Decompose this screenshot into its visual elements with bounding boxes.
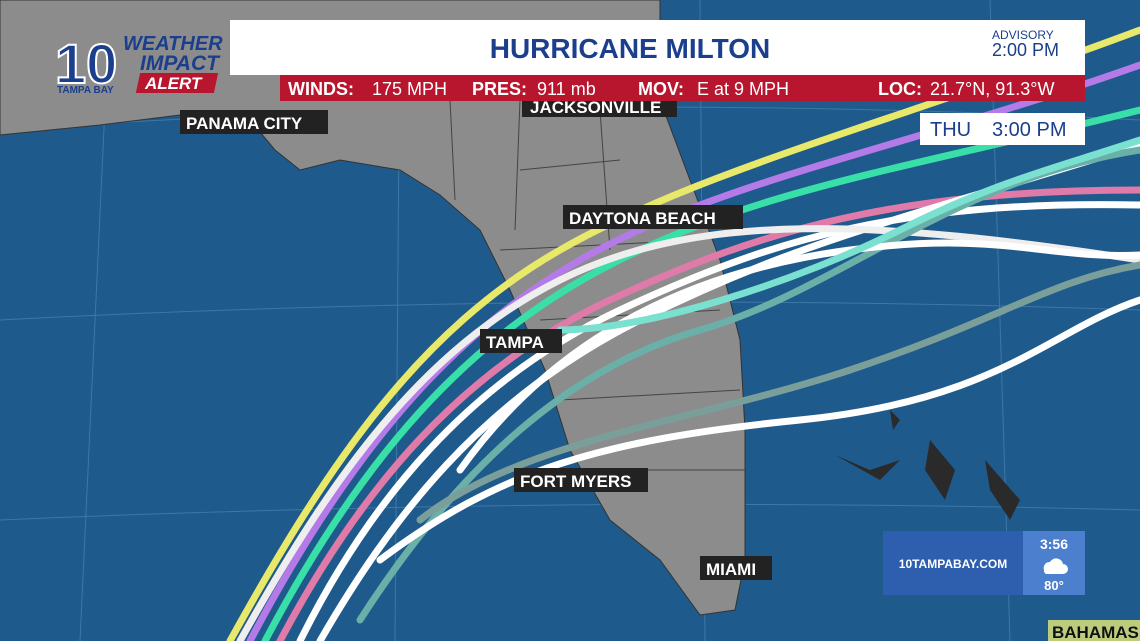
logo-text: WEATHER — [123, 33, 223, 55]
bug-site: 10TAMPABAY.COM — [899, 557, 1007, 571]
city-labels: PANAMA CITY JACKSONVILLE DAYTONA BEACH T… — [180, 97, 1140, 641]
city-label: TAMPA — [486, 333, 544, 352]
model-tracks — [226, 26, 1140, 641]
advisory-time: 2:00 PM — [992, 40, 1059, 60]
city-label: JACKSONVILLE — [530, 98, 661, 117]
city-label: PANAMA CITY — [186, 114, 303, 133]
stat-label: MOV: — [638, 79, 684, 99]
stat-label: WINDS: — [288, 79, 354, 99]
forecast-day: THU — [930, 119, 971, 141]
station-bug: 10TAMPABAY.COM 3:56 80° — [883, 531, 1085, 595]
forecast-time: THU 3:00 PM — [920, 113, 1085, 145]
header: HURRICANE MILTON ADVISORY 2:00 PM WINDS:… — [230, 20, 1085, 101]
weather-icon — [1043, 558, 1068, 574]
stat-value: 175 MPH — [372, 79, 447, 99]
forecast-clock: 3:00 PM — [992, 119, 1066, 141]
logo-number: 10 — [55, 32, 117, 95]
stat-value: 911 mb — [537, 79, 596, 99]
bug-clock: 3:56 — [1040, 536, 1068, 552]
logo-station: TAMPA BAY — [57, 85, 114, 96]
logo: 10 WEATHER IMPACT ALERT TAMPA BAY — [54, 31, 223, 96]
bahamas — [835, 410, 1020, 520]
logo-text: IMPACT — [140, 52, 221, 75]
logo-text: ALERT — [144, 74, 203, 93]
city-label: BAHAMAS — [1052, 623, 1139, 641]
stat-value: E at 9 MPH — [697, 79, 789, 99]
bug-temp: 80° — [1044, 578, 1064, 593]
stat-label: PRES: — [472, 79, 527, 99]
advisory-label: ADVISORY — [992, 28, 1054, 42]
stat-value: 21.7°N, 91.3°W — [930, 79, 1054, 99]
city-label: MIAMI — [706, 560, 756, 579]
stat-label: LOC: — [878, 79, 922, 99]
city-label: FORT MYERS — [520, 472, 631, 491]
city-label: DAYTONA BEACH — [569, 209, 716, 228]
title: HURRICANE MILTON — [490, 33, 771, 64]
